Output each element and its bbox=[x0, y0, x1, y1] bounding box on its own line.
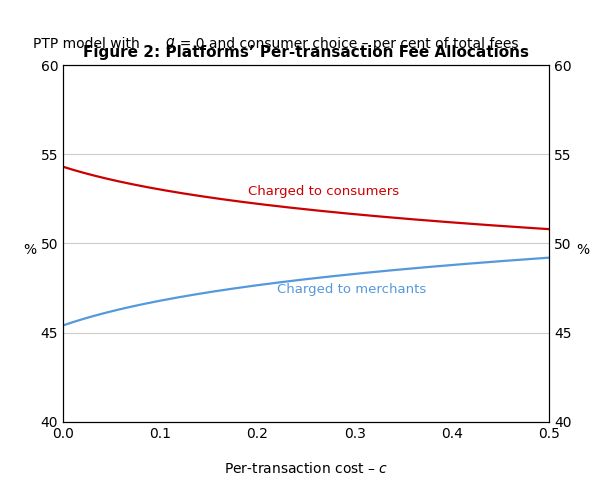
Text: PTP model with: PTP model with bbox=[33, 37, 144, 51]
Y-axis label: %: % bbox=[23, 243, 36, 257]
Text: Charged to merchants: Charged to merchants bbox=[277, 283, 426, 296]
Text: Charged to consumers: Charged to consumers bbox=[248, 185, 399, 198]
Y-axis label: %: % bbox=[576, 243, 589, 257]
Title: Figure 2: Platforms’ Per-transaction Fee Allocations: Figure 2: Platforms’ Per-transaction Fee… bbox=[83, 45, 529, 60]
Text: = 0 and consumer choice – per cent of total fees: = 0 and consumer choice – per cent of to… bbox=[177, 37, 518, 51]
Text: Per-transaction cost – $c$: Per-transaction cost – $c$ bbox=[224, 461, 388, 476]
Text: $g$: $g$ bbox=[165, 36, 175, 51]
